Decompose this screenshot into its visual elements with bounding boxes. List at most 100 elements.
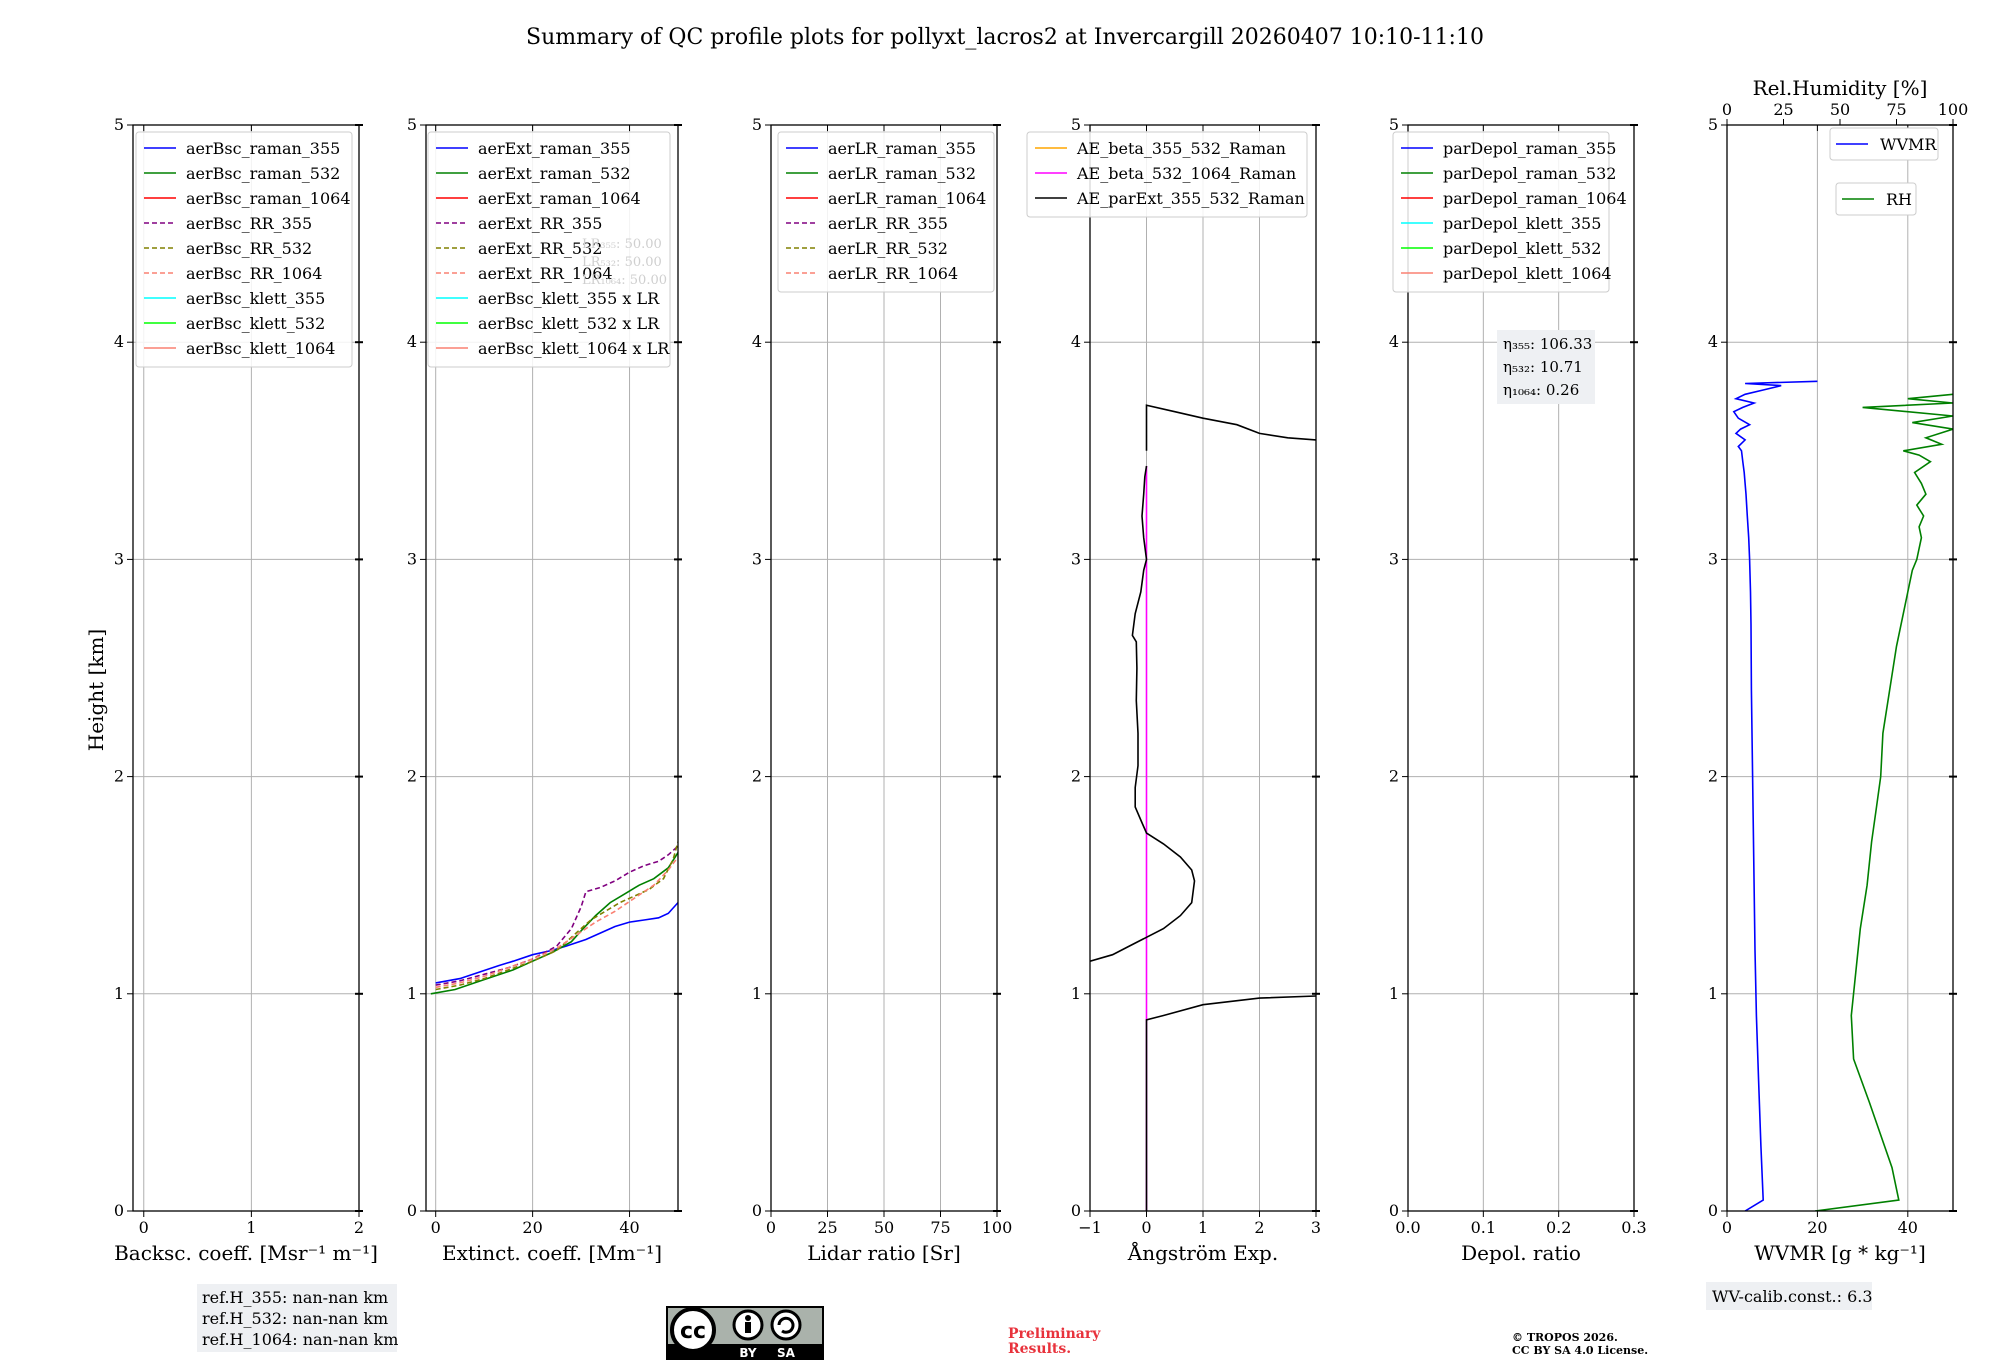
legend-label-parDepol_raman_532: parDepol_raman_532 — [1443, 164, 1616, 183]
copyright-line-1: © TROPOS 2026. — [1512, 1331, 1618, 1344]
ytick-label-ext: 5 — [407, 115, 417, 134]
legend-label-aerLR_RR_1064: aerLR_RR_1064 — [828, 264, 958, 283]
ytick-label-depol: 1 — [1389, 984, 1399, 1003]
ytick-label-lr: 1 — [752, 984, 762, 1003]
xtick-label-ae: 3 — [1311, 1218, 1321, 1237]
series-AE_parExt_355_532_Raman_b — [1090, 465, 1196, 962]
ytick-label-ext: 0 — [407, 1201, 417, 1220]
panel-ext: 0 20 40 0 1 2 3 4 5 Extinct. coeff. [Mm⁻¹] aerExt_… — [407, 115, 682, 1265]
axes-frame-bsc — [132, 124, 360, 1212]
by-label: BY — [739, 1346, 756, 1360]
xtick-label-ae: 1 — [1198, 1218, 1208, 1237]
preliminary-line-1: Preliminary — [1008, 1326, 1101, 1342]
ref-height-box-bg — [197, 1284, 397, 1352]
legend-label-aerBsc_raman_532: aerBsc_raman_532 — [186, 164, 340, 183]
legend-label-aerBsc_klett_355: aerBsc_klett_355 — [186, 289, 325, 308]
cc-icon — [670, 1307, 716, 1353]
series-aerExt_raman_355 — [435, 902, 678, 984]
xtick-label-wv: 40 — [1898, 1218, 1918, 1237]
legend-label-aerBsc_RR_532: aerBsc_RR_532 — [186, 239, 312, 258]
xtick-label-depol: 0.2 — [1546, 1218, 1571, 1237]
legend-box-RH — [1835, 182, 1917, 216]
xtick-label-ext: 0 — [431, 1218, 441, 1237]
legend-label-aerBsc_klett_532: aerBsc_klett_532 — [186, 314, 325, 333]
xlabel-bsc: Backsc. coeff. [Msr⁻¹ m⁻¹] — [114, 1241, 378, 1265]
series-WVMR — [1732, 380, 1818, 1211]
legend-label-parDepol_raman_355: parDepol_raman_355 — [1443, 139, 1616, 158]
legend-label-aerExt_raman_1064: aerExt_raman_1064 — [478, 189, 641, 208]
legend-label-aerLR_RR_532: aerLR_RR_532 — [828, 239, 948, 258]
axes-frame-wv — [1726, 124, 1954, 1212]
panel-depol: 0.0 0.1 0.2 0.3 0 1 2 3 4 5 Depol. ratio parDepol_r… — [1389, 115, 1647, 1265]
series-RH — [1814, 393, 1953, 1211]
legend-label-aerExt_raman_355: aerExt_raman_355 — [478, 139, 631, 158]
xlabel-ae: Ångström Exp. — [1127, 1240, 1278, 1265]
xtick-label-lr: 0 — [766, 1218, 776, 1237]
ytick-label-bsc: 3 — [114, 549, 124, 568]
legend-label-aerBsc_raman_355: aerBsc_raman_355 — [186, 139, 340, 158]
legend-label-AE_beta_355_532_Raman: AE_beta_355_532_Raman — [1076, 139, 1286, 158]
ytick-label-ae: 2 — [1071, 767, 1081, 786]
ytick-label-wv: 4 — [1708, 332, 1718, 351]
legend-label-aerBsc_raman_1064: aerBsc_raman_1064 — [186, 189, 351, 208]
top-xtick-label: 75 — [1886, 100, 1906, 119]
xtick-label-ext: 40 — [619, 1218, 639, 1237]
xtick-label-depol: 0.1 — [1471, 1218, 1496, 1237]
ytick-label-lr: 5 — [752, 115, 762, 134]
legend-label-aerExt_raman_532: aerExt_raman_532 — [478, 164, 631, 183]
xtick-label-lr: 75 — [930, 1218, 950, 1237]
eta-box-bg — [1497, 330, 1595, 404]
top-xtick-label: 50 — [1830, 100, 1850, 119]
lr-355-faded: LR₃₅₅: 50.00 — [582, 237, 662, 252]
legend-label-RH: RH — [1886, 190, 1912, 209]
legend-label-aerExt_RR_355: aerExt_RR_355 — [478, 214, 602, 233]
ytick-label-depol: 5 — [1389, 115, 1399, 134]
top-xtick-label: 0 — [1722, 100, 1732, 119]
ytick-label-bsc: 2 — [114, 767, 124, 786]
xtick-label-ext: 20 — [522, 1218, 542, 1237]
ytick-label-ae: 0 — [1071, 1201, 1081, 1220]
xtick-label-ae: −1 — [1078, 1218, 1102, 1237]
legend-label-WVMR: WVMR — [1880, 135, 1937, 154]
xlabel-depol: Depol. ratio — [1461, 1241, 1581, 1265]
xtick-label-ae: 2 — [1254, 1218, 1264, 1237]
lr-532-faded: LR₅₃₂: 50.00 — [582, 255, 662, 270]
sa-label: SA — [777, 1346, 796, 1360]
series-aerExt_RR_532 — [435, 841, 678, 991]
xlabel-wv: WVMR [g * kg⁻¹] — [1754, 1241, 1926, 1265]
copyright-line-2: CC BY SA 4.0 License. — [1512, 1344, 1648, 1357]
xtick-label-depol: 0.0 — [1395, 1218, 1420, 1237]
xtick-label-lr: 100 — [982, 1218, 1013, 1237]
ytick-label-lr: 4 — [752, 332, 762, 351]
ytick-label-ext: 3 — [407, 549, 417, 568]
sa-arrow — [777, 1316, 795, 1334]
ytick-label-wv: 2 — [1708, 767, 1718, 786]
eta-box: η₃₅₅: 106.33 η₅₃₂: 10.71 η₁₀₆₄: 0.26 — [1497, 330, 1595, 404]
ytick-label-lr: 2 — [752, 767, 762, 786]
ref-h-1064: ref.H_1064: nan-nan km — [202, 1330, 398, 1349]
series-aerExt_RR_355 — [435, 845, 678, 986]
legend-box-lr — [777, 131, 995, 293]
legend-label-parDepol_klett_1064: parDepol_klett_1064 — [1443, 264, 1612, 283]
ytick-label-depol: 0 — [1389, 1201, 1399, 1220]
ytick-label-lr: 3 — [752, 549, 762, 568]
legend-label-aerBsc_klett_355 x LR: aerBsc_klett_355 x LR — [478, 289, 660, 308]
legend-box-ae — [1026, 131, 1308, 218]
ytick-label-bsc: 5 — [114, 115, 124, 134]
top-xtick-label: 100 — [1938, 100, 1969, 119]
legend-label-aerLR_raman_532: aerLR_raman_532 — [828, 164, 976, 183]
panel-lr: 0 25 50 75 100 0 1 2 3 4 5 Lidar ratio [Sr] aerLR_ra… — [752, 115, 1012, 1265]
series-aerExt_raman_532 — [430, 852, 678, 995]
ytick-label-depol: 3 — [1389, 549, 1399, 568]
ytick-label-ae: 4 — [1071, 332, 1081, 351]
legend-label-aerExt_RR_532: aerExt_RR_532 — [478, 239, 602, 258]
by-person-body — [745, 1322, 751, 1333]
top-xlabel: Rel.Humidity [%] — [1753, 76, 1928, 100]
legend-label-aerBsc_klett_1064: aerBsc_klett_1064 — [186, 339, 335, 358]
legend-label-aerLR_raman_1064: aerLR_raman_1064 — [828, 189, 986, 208]
lr-1064-faded: LR₁₀₆₄: 50.00 — [582, 273, 667, 288]
ytick-label-depol: 4 — [1389, 332, 1399, 351]
axes-frame-depol — [1407, 124, 1635, 1212]
figure-title: Summary of QC profile plots for pollyxt_… — [526, 25, 1484, 50]
